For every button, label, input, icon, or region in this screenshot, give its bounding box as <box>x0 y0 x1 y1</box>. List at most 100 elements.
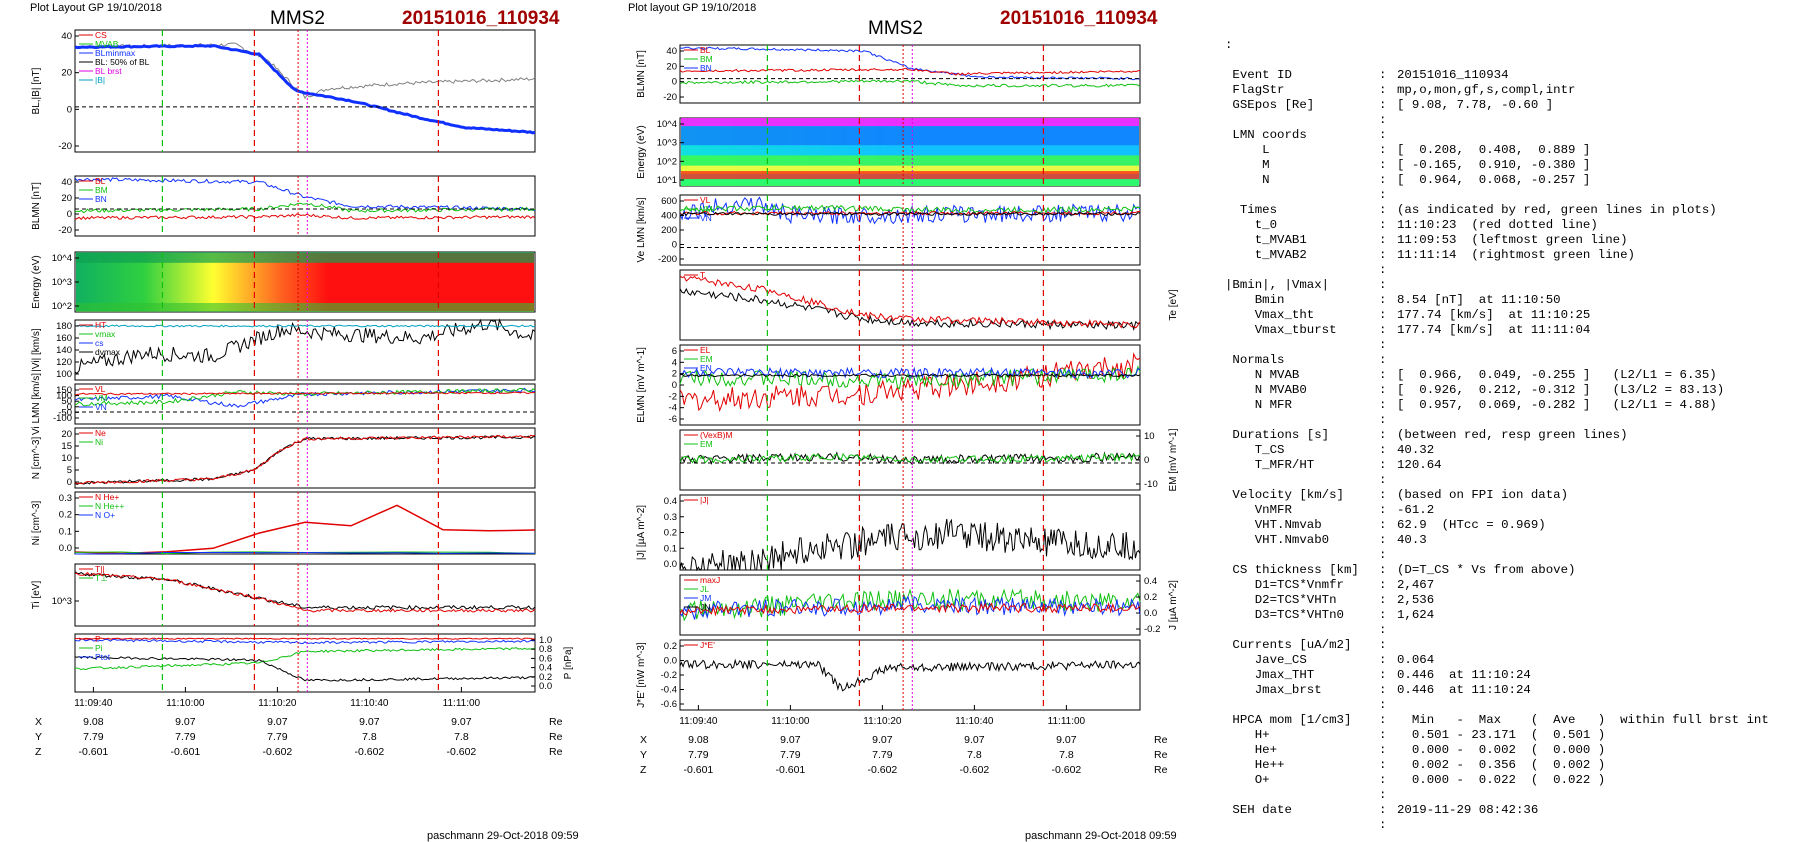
report-line: t_0:11:10:23 (red dotted line) <box>1225 218 1769 233</box>
report-line: : <box>1225 113 1769 128</box>
legend-entry: T|| <box>95 564 105 574</box>
panel-frame <box>74 563 536 627</box>
report-value: 0.446 at 11:10:24 <box>1397 668 1531 682</box>
y-axis-label: N [cm^-3] <box>31 437 42 480</box>
position-value: 9.07 <box>175 716 196 728</box>
x-tick-label: 11:10:20 <box>258 698 297 709</box>
y-tick-label: -50 <box>58 407 72 418</box>
report-line: SEH date:2019-11-29 08:42:36 <box>1225 803 1769 818</box>
legend-entry: |J| <box>700 495 709 505</box>
report-value: 0.501 - 23.171 ( 0.501 ) <box>1397 728 1606 742</box>
report-colon: : <box>1379 473 1387 487</box>
report-key: SEH date <box>1225 803 1292 817</box>
y-tick-label: 200 <box>661 225 677 236</box>
y-tick-label: -100 <box>53 413 72 424</box>
position-unit: Re <box>1154 749 1168 761</box>
right-spacecraft-title: MMS2 <box>868 18 923 39</box>
report-line: VnMFR: -61.2 <box>1225 503 1769 518</box>
y-axis-label: Energy (eV) <box>31 255 42 308</box>
legend-entry: T⊥ <box>95 573 108 583</box>
legend-entry: JL <box>700 584 709 594</box>
y-tick-label: 0.2 <box>1144 592 1157 603</box>
series-line <box>679 365 1141 390</box>
report-line: Vmax_tht:177.74 [km/s] at 11:10:25 <box>1225 308 1769 323</box>
y-tick-label: 0.0 <box>1144 608 1157 619</box>
y-tick-label: -0.4 <box>661 685 677 696</box>
report-key: N MVAB0 <box>1225 383 1307 397</box>
y-tick-label: -0.6 <box>661 699 677 710</box>
report-key: L <box>1225 143 1270 157</box>
legend-entry: BLminmax <box>95 48 136 58</box>
y-axis-label: BL,|B| [nT] <box>31 67 42 114</box>
series-line <box>679 211 1141 217</box>
report-line: Currents [uA/m2]: <box>1225 638 1769 653</box>
legend-entry: EN <box>700 363 712 373</box>
position-value: -0.602 <box>1052 764 1082 776</box>
legend-entry: BL: 50% of BL <box>95 57 150 67</box>
legend-entry: BM <box>95 185 108 195</box>
legend-entry: Ni <box>95 437 103 447</box>
spectrogram-band <box>76 252 534 263</box>
y-tick-label: -200 <box>658 254 677 265</box>
report-colon: : <box>1379 368 1387 382</box>
report-value: 2019-11-29 08:42:36 <box>1397 803 1539 817</box>
left-plot-header: Plot Layout GP 19/10/2018 <box>30 2 162 14</box>
y-axis-label: J [µA m^-2] <box>1168 580 1179 630</box>
y-tick-label: 0.2 <box>59 510 72 521</box>
report-colon: : <box>1379 533 1387 547</box>
report-colon: : <box>1379 428 1387 442</box>
report-value: [ 0.957, 0.069, -0.282 ] (L2/L1 = 4.88) <box>1397 398 1717 412</box>
position-unit: Re <box>549 716 563 728</box>
y-tick-label: 0.3 <box>664 512 677 523</box>
report-line: CS thickness [km]: (D=T_CS * Vs from abov… <box>1225 563 1769 578</box>
series-line <box>74 42 536 100</box>
report-key: He+ <box>1225 743 1278 757</box>
spectrogram-band <box>681 155 1139 166</box>
report-line: Velocity [km/s]: (based on FPI ion data) <box>1225 488 1769 503</box>
report-value: 8.54 [nT] at 11:10:50 <box>1397 293 1561 307</box>
report-line: D2=TCS*VHTn:2,536 <box>1225 593 1769 608</box>
series-line <box>679 601 1141 617</box>
legend-entry: cs <box>95 338 104 348</box>
report-key: Bmin <box>1225 293 1285 307</box>
y-tick-label: 15 <box>61 441 72 452</box>
y-tick-label: 5 <box>67 465 72 476</box>
y-tick-label: -0.2 <box>1144 624 1160 635</box>
legend-entry: BN <box>95 194 107 204</box>
panel-frame <box>679 639 1141 711</box>
spectrogram-band <box>681 118 1139 127</box>
position-value: 7.79 <box>267 731 288 743</box>
y-tick-label: 400 <box>661 211 677 222</box>
legend-entry: J*E' <box>700 640 715 650</box>
y-axis-label: Te [eV] <box>1168 289 1179 320</box>
y-tick-label: 0.8 <box>539 644 552 655</box>
left-spacecraft-title: MMS2 <box>270 8 325 29</box>
series-line <box>74 551 536 555</box>
y-tick-label: 0.0 <box>539 681 552 692</box>
report-line: N MFR: [ 0.957, 0.069, -0.282 ] (L2/L1 = … <box>1225 398 1769 413</box>
report-colon: : <box>1379 773 1387 787</box>
legend-entry: VN <box>95 402 107 412</box>
legend-entry: BL brst <box>95 66 122 76</box>
legend-entry: vmax <box>95 329 116 339</box>
report-value: 40.3 <box>1397 533 1427 547</box>
position-row-label: X <box>640 734 647 746</box>
y-tick-label: -2 <box>669 391 677 402</box>
y-tick-label: 100 <box>56 391 72 402</box>
y-tick-label: 4 <box>672 357 677 368</box>
y-tick-label: 10^3 <box>52 277 72 288</box>
report-colon: : <box>1379 668 1387 682</box>
report-colon: : <box>1379 683 1387 697</box>
report-line: : <box>1225 188 1769 203</box>
y-axis-label: |Vi| [km/s] <box>31 328 42 372</box>
report-key: Currents [uA/m2] <box>1225 638 1352 652</box>
y-axis-label: BLMN [nT] <box>636 50 647 98</box>
series-line <box>74 637 536 640</box>
y-tick-label: 180 <box>56 321 72 332</box>
report-key: CS thickness [km] <box>1225 563 1359 577</box>
y-axis-label: EM [mV m^-1] <box>1168 428 1179 491</box>
report-colon: : <box>1379 353 1387 367</box>
panel-frame <box>679 344 1141 426</box>
report-line: M: [ -0.165, 0.910, -0.380 ] <box>1225 158 1769 173</box>
